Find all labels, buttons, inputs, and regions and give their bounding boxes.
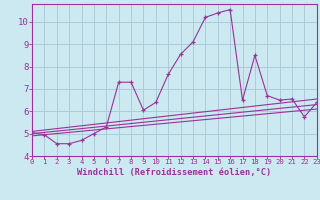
X-axis label: Windchill (Refroidissement éolien,°C): Windchill (Refroidissement éolien,°C) bbox=[77, 168, 272, 177]
